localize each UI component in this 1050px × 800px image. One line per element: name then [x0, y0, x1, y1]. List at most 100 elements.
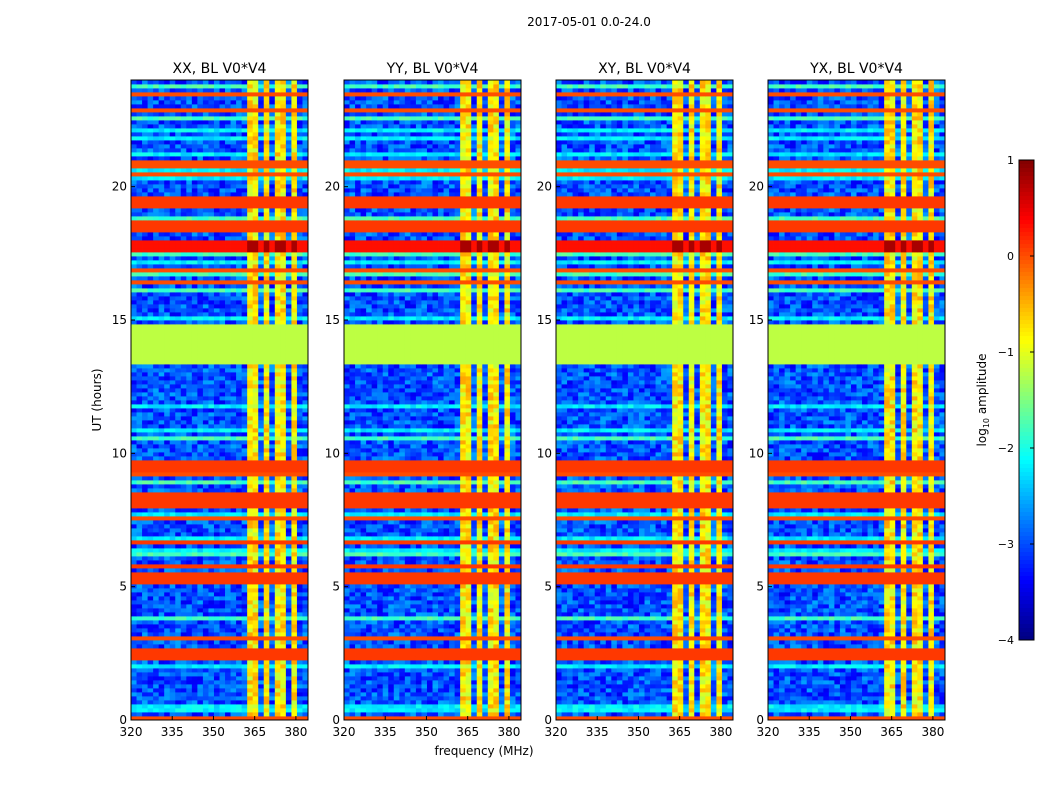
- heatmap-cell: [241, 588, 248, 593]
- heatmap-cell: [208, 392, 215, 397]
- heatmap-cell: [285, 244, 292, 249]
- heatmap-cell: [164, 504, 171, 509]
- heatmap-cell: [274, 496, 281, 501]
- heatmap-cell: [136, 568, 143, 573]
- heatmap-cell: [296, 108, 303, 113]
- heatmap-cell: [247, 416, 254, 421]
- heatmap-cell: [175, 384, 182, 389]
- heatmap-cell: [219, 492, 226, 497]
- heatmap-cell: [263, 368, 270, 373]
- heatmap-cell: [191, 384, 198, 389]
- heatmap-cell: [169, 424, 176, 429]
- heatmap-cell: [230, 304, 237, 309]
- heatmap-cell: [147, 636, 154, 641]
- heatmap-cell: [164, 320, 171, 325]
- heatmap-cell: [236, 560, 243, 565]
- heatmap-cell: [280, 680, 287, 685]
- heatmap-cell: [258, 248, 265, 253]
- heatmap-cell: [247, 272, 254, 277]
- heatmap-cell: [136, 408, 143, 413]
- heatmap-cell: [180, 556, 187, 561]
- heatmap-cell: [131, 440, 137, 445]
- heatmap-cell: [186, 652, 193, 657]
- heatmap-cell: [269, 256, 276, 261]
- heatmap-cell: [291, 212, 298, 217]
- heatmap-cell: [169, 552, 176, 557]
- heatmap-cell: [219, 632, 226, 637]
- heatmap-cell: [136, 476, 143, 481]
- heatmap-cell: [213, 488, 220, 493]
- heatmap-cell: [263, 296, 270, 301]
- heatmap-cell: [252, 176, 259, 181]
- heatmap-cell: [280, 340, 287, 345]
- heatmap-cell: [269, 296, 276, 301]
- heatmap-cell: [142, 292, 148, 297]
- heatmap-cell: [131, 236, 137, 241]
- heatmap-cell: [230, 472, 237, 477]
- heatmap-cell: [225, 204, 231, 209]
- heatmap-cell: [280, 392, 287, 397]
- heatmap-cell: [230, 276, 237, 281]
- heatmap-cell: [219, 640, 226, 645]
- heatmap-cell: [291, 272, 298, 277]
- heatmap-cell: [263, 448, 270, 453]
- heatmap-cell: [131, 196, 137, 201]
- heatmap-cell: [191, 472, 198, 477]
- heatmap-cell: [197, 532, 204, 537]
- heatmap-cell: [241, 196, 248, 201]
- heatmap-cell: [291, 656, 298, 661]
- heatmap-cell: [180, 284, 187, 289]
- heatmap-cell: [175, 616, 182, 621]
- heatmap-cell: [225, 156, 231, 161]
- heatmap-cell: [225, 328, 231, 333]
- heatmap-cell: [142, 604, 148, 609]
- heatmap-cell: [230, 616, 237, 621]
- heatmap-cell: [164, 468, 171, 473]
- heatmap-cell: [241, 308, 248, 313]
- heatmap-cell: [186, 388, 193, 393]
- heatmap-cell: [230, 240, 237, 245]
- heatmap-cell: [147, 608, 154, 613]
- heatmap-cell: [142, 108, 148, 113]
- heatmap-cell: [291, 596, 298, 601]
- heatmap-cell: [136, 592, 143, 597]
- heatmap-cell: [241, 148, 248, 153]
- heatmap-cell: [131, 612, 137, 617]
- heatmap-cell: [147, 112, 154, 117]
- heatmap-cell: [302, 612, 309, 617]
- heatmap-cell: [147, 464, 154, 469]
- heatmap-cell: [158, 324, 165, 329]
- heatmap-cell: [280, 408, 287, 413]
- heatmap-cell: [208, 172, 215, 177]
- heatmap-cell: [269, 676, 276, 681]
- heatmap-cell: [258, 584, 265, 589]
- heatmap-cell: [147, 356, 154, 361]
- heatmap-cell: [269, 416, 276, 421]
- heatmap-cell: [158, 108, 165, 113]
- heatmap-cell: [247, 456, 254, 461]
- heatmap-cell: [296, 700, 303, 705]
- heatmap-cell: [236, 188, 243, 193]
- heatmap-cell: [175, 600, 182, 605]
- heatmap-cell: [258, 356, 265, 361]
- heatmap-cell: [180, 536, 187, 541]
- heatmap-cell: [186, 348, 193, 353]
- heatmap-cell: [274, 704, 281, 709]
- heatmap-cell: [280, 548, 287, 553]
- heatmap-cell: [225, 132, 231, 137]
- heatmap-cell: [258, 672, 265, 677]
- heatmap-cell: [191, 380, 198, 385]
- heatmap-cell: [236, 344, 243, 349]
- heatmap-cell: [158, 412, 165, 417]
- heatmap-cell: [202, 236, 209, 241]
- heatmap-cell: [186, 592, 193, 597]
- heatmap-cell: [236, 200, 243, 205]
- heatmap-cell: [175, 712, 182, 717]
- heatmap-cell: [175, 144, 182, 149]
- heatmap-cell: [147, 488, 154, 493]
- heatmap-cell: [258, 232, 265, 237]
- heatmap-cell: [269, 456, 276, 461]
- heatmap-cell: [219, 236, 226, 241]
- heatmap-cell: [191, 356, 198, 361]
- heatmap-cell: [285, 240, 292, 245]
